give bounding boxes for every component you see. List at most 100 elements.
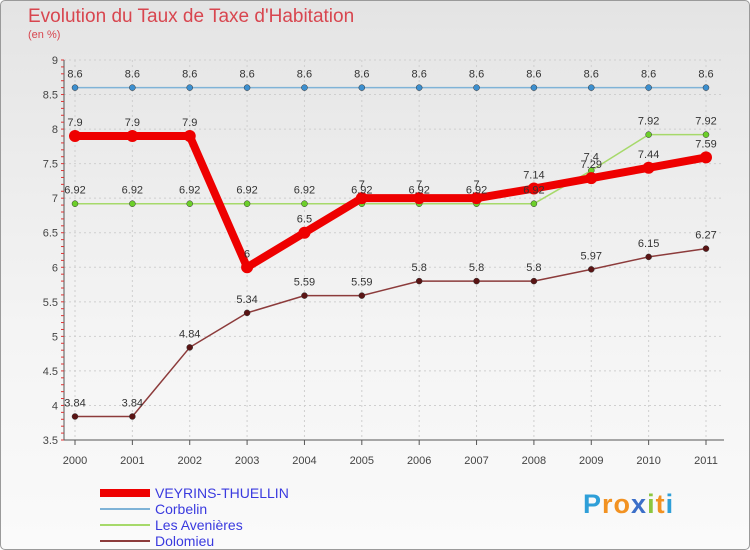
data-label: 5.97 (581, 250, 602, 262)
data-point (588, 266, 595, 273)
data-point (298, 226, 311, 239)
data-point (301, 84, 308, 91)
data-point (301, 200, 308, 207)
data-point (588, 84, 595, 91)
data-point (129, 413, 136, 420)
data-label: 6.92 (466, 185, 487, 197)
x-tick-label: 2002 (177, 455, 201, 467)
data-point (700, 151, 712, 164)
data-point (129, 200, 136, 207)
legend-label-dolomieu: Dolomieu (155, 533, 215, 549)
logo-letter: i (665, 489, 675, 519)
x-tick-label: 2004 (292, 455, 316, 467)
data-label: 8.6 (354, 69, 369, 81)
data-point (415, 277, 423, 285)
y-tick-label: 4.5 (43, 366, 58, 378)
y-tick-label: 7.5 (43, 159, 58, 171)
x-tick-label: 2010 (636, 455, 660, 467)
logo-letter: P (583, 489, 603, 519)
data-point (530, 277, 538, 285)
data-label: 6.92 (122, 185, 143, 197)
data-label: 5.34 (236, 294, 257, 306)
data-point (642, 161, 655, 174)
data-label: 5.8 (469, 262, 484, 274)
y-tick-label: 5 (52, 331, 58, 343)
data-label: 7.29 (581, 159, 602, 171)
data-label: 6.92 (408, 185, 429, 197)
data-point (243, 200, 251, 207)
data-label: 6.92 (294, 185, 315, 197)
data-point (71, 84, 79, 91)
data-label: 3.84 (64, 398, 85, 410)
data-point (527, 182, 540, 195)
legend-label-corbelin: Corbelin (155, 501, 208, 517)
y-tick-label: 7 (52, 193, 58, 205)
data-point (358, 84, 366, 91)
data-label: 8.6 (698, 69, 713, 81)
data-point (183, 130, 196, 142)
data-point (243, 309, 251, 317)
data-point (129, 84, 136, 91)
data-point (126, 130, 139, 142)
series-line-0 (71, 132, 710, 272)
data-point (186, 344, 193, 351)
y-tick-label: 5.5 (43, 297, 58, 309)
data-label: 8.6 (584, 69, 599, 81)
x-tick-label: 2009 (579, 455, 603, 467)
chart-subtitle: (en %) (28, 29, 61, 41)
series-line-2 (74, 133, 707, 205)
data-label: 8.6 (182, 69, 197, 81)
data-label: 7.92 (695, 116, 716, 128)
data-point (186, 200, 193, 207)
data-point (645, 253, 652, 261)
legend-swatch-corbelin (100, 508, 150, 510)
x-tick-label: 2006 (407, 455, 431, 467)
data-label: 7 (416, 179, 422, 191)
data-label: 6.5 (297, 214, 312, 226)
data-point (71, 413, 79, 420)
data-point (645, 84, 652, 91)
chart-title: Evolution du Taux de Taxe d'Habitation (28, 6, 355, 27)
data-label: 8.6 (526, 69, 541, 81)
y-tick-label: 3.5 (43, 435, 58, 447)
data-point (301, 292, 308, 299)
data-label: 7 (359, 179, 365, 191)
data-label: 6 (244, 248, 250, 260)
chart-plot: 3.5 4 4.5 5 5.5 6 6.5 7 7.5 8 8.5 9 2000 2001 2002 2003… (43, 55, 724, 467)
x-tick-label: 2007 (464, 455, 488, 467)
data-label: 6.92 (523, 185, 544, 197)
data-label: 4.84 (179, 328, 200, 340)
data-label: 7.44 (638, 149, 659, 161)
legend-swatch-avenieres (100, 524, 150, 526)
x-tick-label: 2008 (522, 455, 546, 467)
data-point (355, 192, 368, 205)
x-tick-label: 2003 (235, 455, 259, 467)
data-label: 5.59 (294, 277, 315, 289)
data-point (470, 192, 483, 205)
legend-swatch-veyrins (100, 489, 150, 497)
data-point (530, 200, 538, 207)
data-label: 7.9 (67, 117, 82, 129)
legend-item-corbelin: Corbelin (100, 501, 400, 517)
data-point (473, 277, 480, 285)
data-point (702, 131, 710, 138)
data-label: 7.14 (523, 170, 544, 182)
data-label: 5.8 (526, 262, 541, 274)
legend: VEYRINS-THUELLIN Corbelin Les Avenières … (100, 485, 400, 549)
y-tick-label: 8.5 (43, 90, 58, 102)
data-point (241, 261, 254, 274)
data-label: 8.6 (125, 69, 140, 81)
data-point (530, 84, 538, 91)
proxiti-logo: Proxiti (583, 489, 674, 520)
data-label: 5.59 (351, 277, 372, 289)
data-label: 7.59 (695, 138, 716, 150)
data-label: 6.15 (638, 238, 659, 250)
data-label: 6.92 (351, 185, 372, 197)
data-point (473, 84, 480, 91)
legend-item-dolomieu: Dolomieu (100, 533, 400, 549)
y-tick-label: 6 (52, 262, 58, 274)
logo-letter: i (647, 489, 656, 519)
data-label: 8.6 (412, 69, 427, 81)
x-tick-label: 2001 (120, 455, 144, 467)
